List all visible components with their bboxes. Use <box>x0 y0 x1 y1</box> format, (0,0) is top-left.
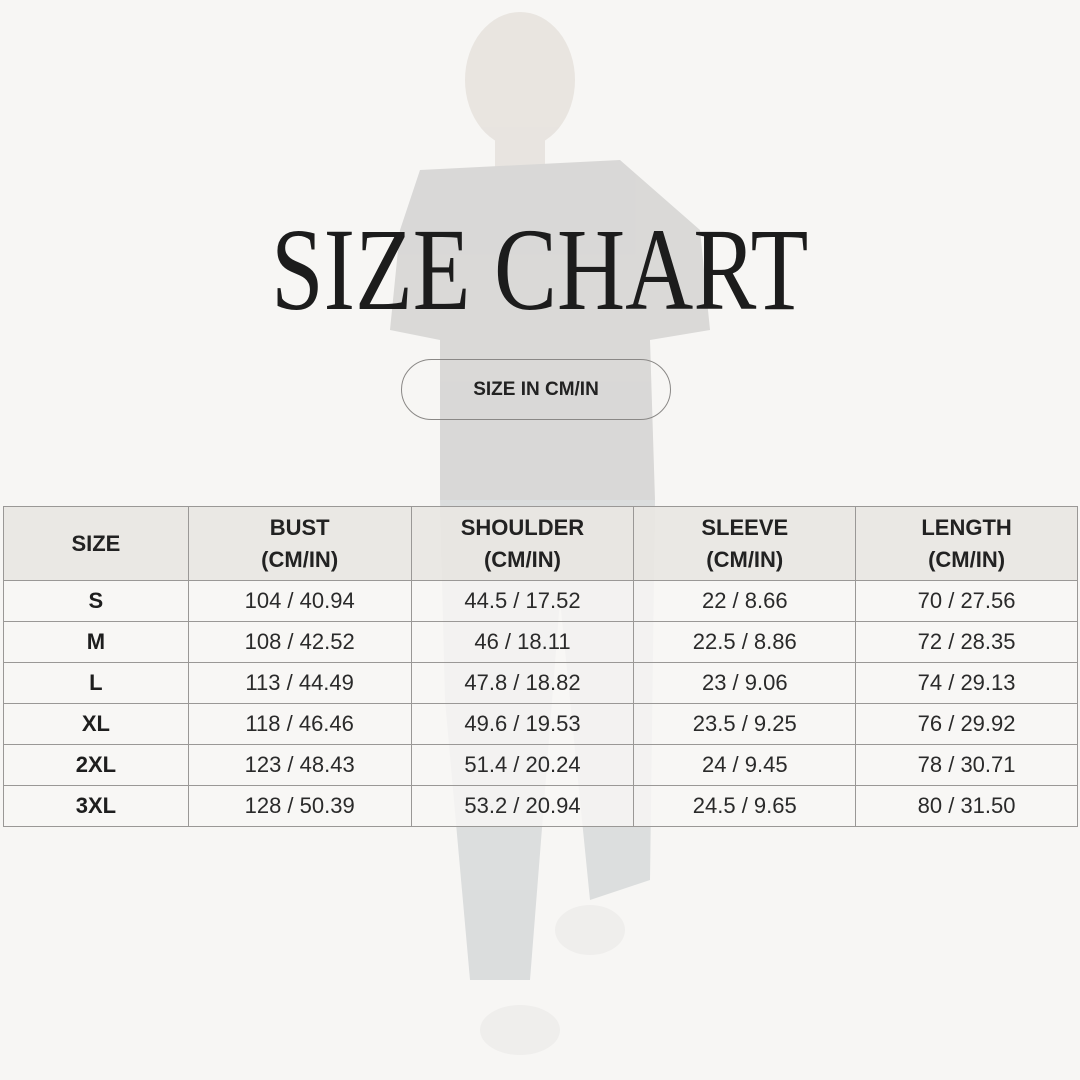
table-row: XL 118 / 46.46 49.6 / 19.53 23.5 / 9.25 76 /… <box>3 703 1078 745</box>
header-unit: (CM/IN) <box>261 546 339 572</box>
measurement-cell: 123 / 48.43 <box>187 744 412 786</box>
measurement-cell: 113 / 44.49 <box>187 662 412 704</box>
measurement-cell: 22.5 / 8.86 <box>633 621 857 663</box>
measurement-cell: 108 / 42.52 <box>187 621 412 663</box>
column-header: BUST (CM/IN) <box>187 506 412 581</box>
measurement-cell: 78 / 30.71 <box>855 744 1078 786</box>
size-cell: S <box>3 580 189 622</box>
measurement-cell: 70 / 27.56 <box>855 580 1078 622</box>
measurement-cell: 24.5 / 9.65 <box>633 785 857 827</box>
header-unit: (CM/IN) <box>928 546 1006 572</box>
measurement-cell: 47.8 / 18.82 <box>410 662 635 704</box>
table-row: S 104 / 40.94 44.5 / 17.52 22 / 8.66 70 / 27… <box>3 580 1078 622</box>
header-label: BUST <box>269 514 330 540</box>
header-label: SLEEVE <box>701 514 789 540</box>
measurement-cell: 46 / 18.11 <box>410 621 635 663</box>
size-table: SIZE BUST (CM/IN) SHOULDER (CM/IN) SLEEVE (CM/… <box>3 506 1078 827</box>
size-cell: 3XL <box>3 785 189 827</box>
size-cell: M <box>3 621 189 663</box>
column-header: SLEEVE (CM/IN) <box>633 506 857 581</box>
measurement-cell: 74 / 29.13 <box>855 662 1078 704</box>
measurement-cell: 23.5 / 9.25 <box>633 703 857 745</box>
header-label: LENGTH <box>921 514 1012 540</box>
measurement-cell: 51.4 / 20.24 <box>410 744 635 786</box>
column-header: SHOULDER (CM/IN) <box>410 506 635 581</box>
table-row: M 108 / 42.52 46 / 18.11 22.5 / 8.86 72 / 28… <box>3 621 1078 663</box>
size-cell: XL <box>3 703 189 745</box>
column-header: LENGTH (CM/IN) <box>855 506 1078 581</box>
table-row: 3XL 128 / 50.39 53.2 / 20.94 24.5 / 9.65 80 … <box>3 785 1078 827</box>
measurement-cell: 80 / 31.50 <box>855 785 1078 827</box>
measurement-cell: 128 / 50.39 <box>187 785 412 827</box>
unit-toggle-button[interactable]: SIZE IN CM/IN <box>401 359 671 420</box>
header-unit: (CM/IN) <box>706 546 784 572</box>
measurement-cell: 22 / 8.66 <box>633 580 857 622</box>
measurement-cell: 76 / 29.92 <box>855 703 1078 745</box>
measurement-cell: 118 / 46.46 <box>187 703 412 745</box>
column-header: SIZE <box>3 506 189 581</box>
measurement-cell: 23 / 9.06 <box>633 662 857 704</box>
header-label: SHOULDER <box>460 514 585 540</box>
measurement-cell: 44.5 / 17.52 <box>410 580 635 622</box>
measurement-cell: 49.6 / 19.53 <box>410 703 635 745</box>
header-unit: (CM/IN) <box>483 546 561 572</box>
header-label: SIZE <box>71 530 121 556</box>
size-cell: 2XL <box>3 744 189 786</box>
page-title: SIZE CHART <box>271 204 809 335</box>
measurement-cell: 53.2 / 20.94 <box>410 785 635 827</box>
size-cell: L <box>3 662 189 704</box>
table-row: 2XL 123 / 48.43 51.4 / 20.24 24 / 9.45 78 / … <box>3 744 1078 786</box>
measurement-cell: 24 / 9.45 <box>633 744 857 786</box>
measurement-cell: 104 / 40.94 <box>187 580 412 622</box>
table-row: L 113 / 44.49 47.8 / 18.82 23 / 9.06 74 / 29… <box>3 662 1078 704</box>
table-header-row: SIZE BUST (CM/IN) SHOULDER (CM/IN) SLEEVE (CM/… <box>3 506 1078 581</box>
measurement-cell: 72 / 28.35 <box>855 621 1078 663</box>
